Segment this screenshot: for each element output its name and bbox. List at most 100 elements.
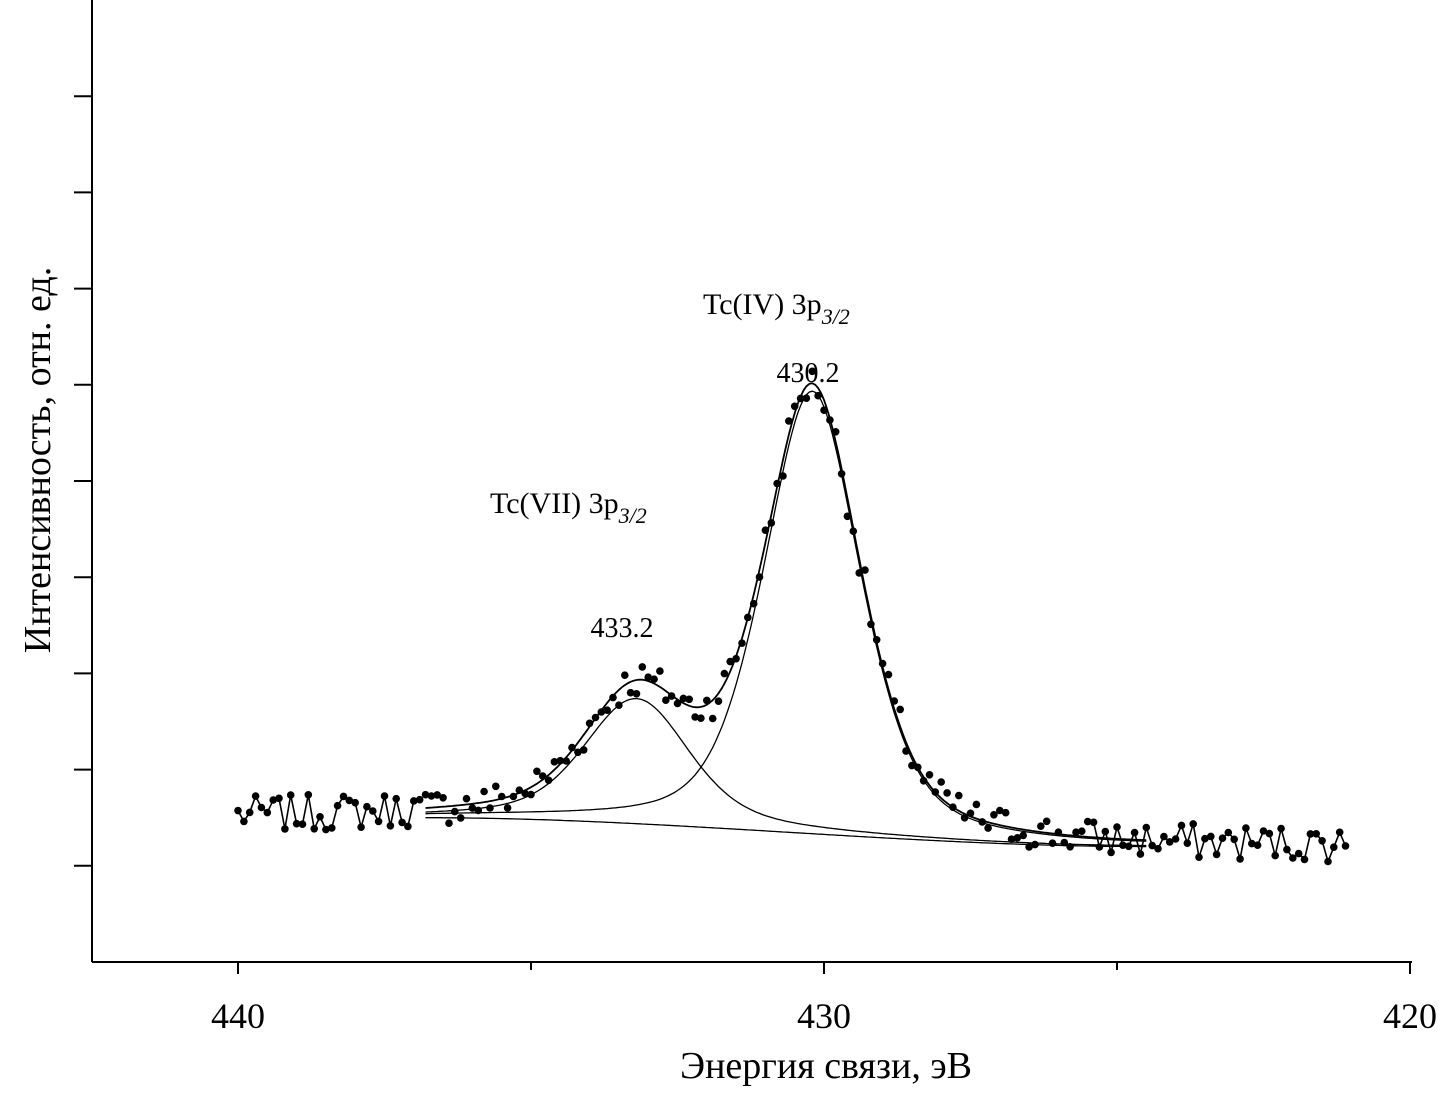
data-point (1037, 822, 1045, 830)
data-point (802, 394, 811, 403)
data-point (691, 713, 699, 721)
x-axis-tick-labels: 440 430 420 (211, 996, 1437, 1036)
data-point (732, 654, 740, 663)
data-point (814, 391, 822, 400)
data-point (1224, 828, 1233, 837)
data-point (867, 620, 875, 629)
data-point (433, 791, 442, 799)
data-point (509, 792, 518, 801)
data-point (603, 706, 611, 714)
data-point (872, 636, 881, 644)
peak-position-tc-vii: 433.2 (591, 613, 654, 644)
data-point (497, 792, 506, 801)
data-point (1048, 839, 1057, 847)
data-point (1177, 821, 1186, 830)
data-point (744, 613, 752, 622)
data-point (779, 472, 787, 480)
data-point (415, 795, 424, 804)
data-point (943, 789, 951, 797)
data-point (861, 566, 869, 574)
data-point (667, 692, 676, 700)
data-point (286, 791, 295, 799)
data-point (1078, 827, 1086, 835)
data-point (445, 819, 453, 827)
data-point (263, 808, 272, 817)
data-point (1289, 854, 1297, 862)
peak-label-tc-vii-main: Tc(VII) 3p (490, 487, 619, 520)
data-point (351, 798, 360, 807)
x-tick-label: 420 (1383, 996, 1437, 1036)
data-point (1066, 843, 1074, 851)
data-point (1083, 817, 1092, 826)
data-point (1218, 834, 1227, 842)
data-point (1101, 827, 1110, 836)
data-point (1242, 824, 1250, 832)
data-point (808, 367, 817, 376)
data-point (562, 757, 570, 765)
data-point (251, 792, 260, 800)
data-point (1007, 835, 1016, 843)
data-point (609, 693, 617, 702)
data-point (1130, 828, 1139, 837)
data-point (1201, 834, 1209, 843)
data-point (1207, 832, 1215, 841)
data-point (538, 772, 547, 780)
x-tick-label: 430 (797, 996, 851, 1036)
data-point (1318, 837, 1326, 845)
data-point (1148, 841, 1156, 850)
data-point (1019, 831, 1027, 840)
data-point (1113, 823, 1121, 831)
data-point (345, 796, 354, 805)
data-point (767, 519, 776, 527)
data-point (1042, 817, 1051, 826)
peak-label-tc-vii: Tc(VII) 3p3/2 (490, 487, 647, 528)
fit-tc-vii-component-curve (425, 697, 1147, 847)
data-series-measured (234, 367, 1350, 866)
data-point (550, 758, 559, 766)
data-point (931, 788, 940, 796)
data-point (316, 813, 324, 821)
data-point (410, 797, 418, 805)
data-point (556, 756, 565, 765)
data-point (984, 824, 992, 832)
data-point (878, 659, 887, 668)
data-point (392, 794, 401, 803)
data-point (673, 699, 682, 708)
data-point (363, 802, 371, 811)
data-point (328, 824, 336, 832)
data-point (755, 573, 764, 581)
data-point (1031, 840, 1039, 849)
data-point (333, 801, 342, 810)
data-point (703, 696, 711, 705)
data-point (679, 694, 688, 703)
data-point (1124, 842, 1133, 851)
data-point (831, 428, 840, 436)
data-point (1236, 855, 1244, 863)
data-point (1060, 838, 1069, 847)
peak-label-tc-iv: Tc(IV) 3p3/2 (703, 288, 850, 329)
data-point (533, 767, 541, 776)
data-point (234, 806, 242, 815)
fit-background-curve (425, 817, 1147, 848)
data-point (919, 777, 928, 785)
data-point (896, 705, 904, 714)
data-point (439, 794, 447, 802)
data-point (955, 791, 963, 800)
data-point (621, 671, 629, 679)
data-point (884, 670, 893, 679)
data-point (591, 713, 600, 722)
data-point (937, 778, 945, 786)
data-point (292, 819, 301, 828)
data-point (456, 814, 465, 822)
data-point (269, 796, 278, 804)
peak-position-tc-iv: 430.2 (777, 358, 840, 389)
fit-tc-iv-component-curve (425, 390, 1147, 842)
data-point (568, 743, 576, 752)
data-point (480, 787, 488, 796)
data-point (240, 817, 248, 826)
data-point (1294, 849, 1303, 858)
data-point (785, 417, 793, 425)
x-axis-ticks (237, 962, 1411, 974)
data-point (1300, 855, 1309, 864)
